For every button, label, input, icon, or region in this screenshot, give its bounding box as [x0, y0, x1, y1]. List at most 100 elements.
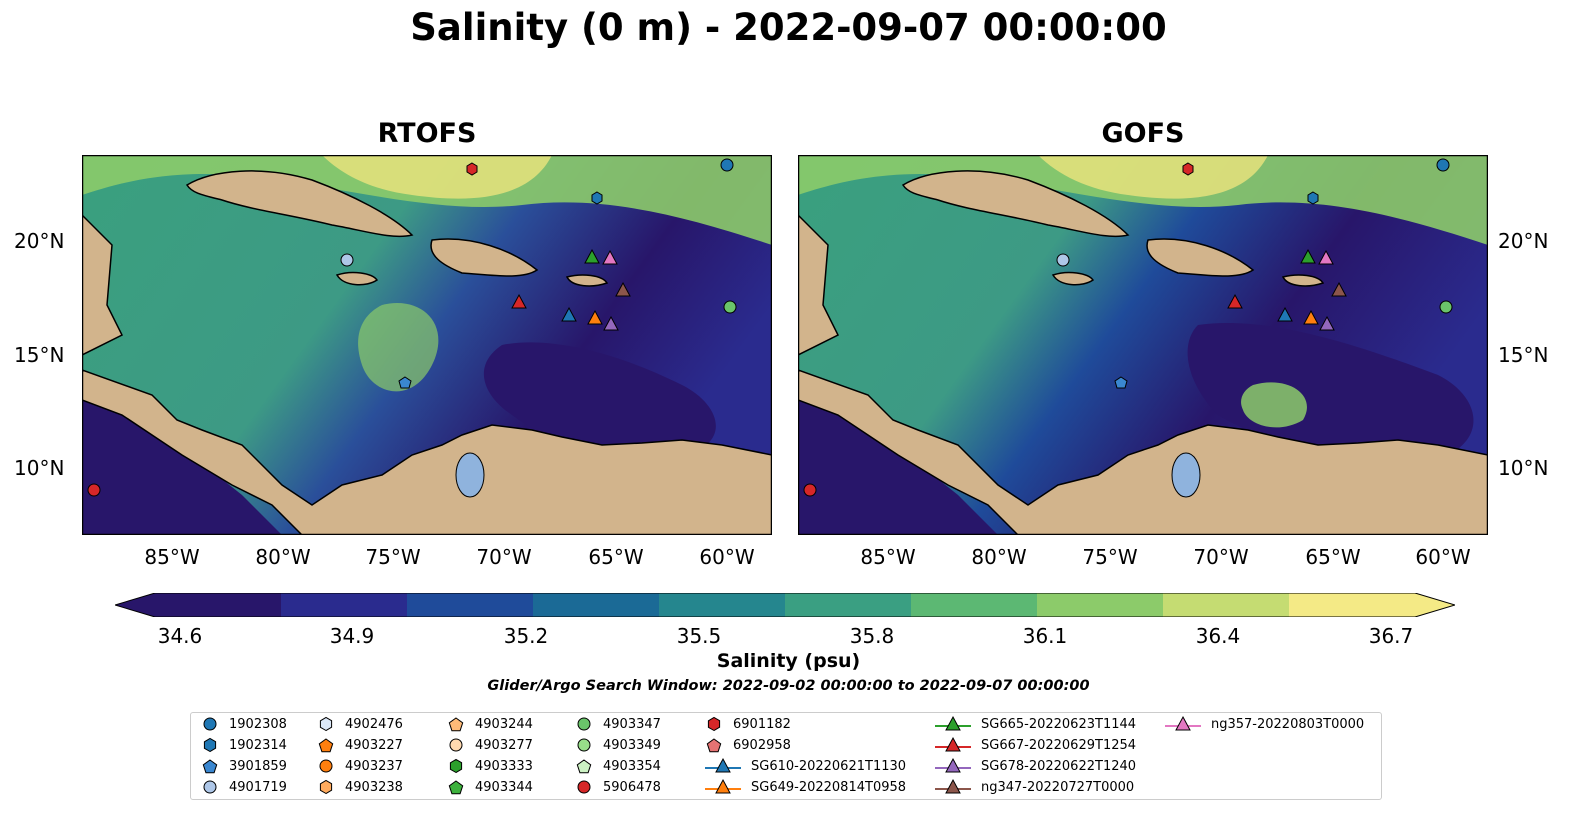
bahamas-bank-high-salinity [322, 155, 552, 199]
legend-label: 4903277 [475, 737, 533, 753]
circle-marker-icon [577, 717, 591, 731]
legend-label: 4903354 [603, 758, 661, 774]
argo-marker-1902314 [591, 191, 603, 205]
glider-marker-icon [935, 757, 971, 773]
argo-marker-1902308 [1436, 158, 1450, 172]
legend-item-sg665-20220623t1144: SG665-20220623T1144 [935, 714, 1136, 734]
glider-marker-icon [935, 778, 971, 794]
legend-label: 4901719 [229, 779, 287, 795]
argo-marker-3901859 [398, 376, 412, 389]
glider-marker-sg667 [511, 293, 527, 309]
colorbar-swatch [155, 593, 282, 617]
legend-item-4903333: 4903333 [447, 756, 533, 776]
colorbar-swatch [1037, 593, 1164, 617]
colorbar-swatch [785, 593, 912, 617]
glider-marker-ng347 [1331, 281, 1347, 297]
glider-marker-ng357 [602, 249, 618, 265]
legend-label: 4903344 [475, 779, 533, 795]
colorbar-tick-36-1: 36.1 [1022, 624, 1068, 648]
legend-label: SG665-20220623T1144 [981, 716, 1137, 732]
cuba-island [901, 170, 1130, 238]
colorbar-tick-36-7: 36.7 [1368, 624, 1414, 648]
puerto-rico-island [1281, 274, 1325, 287]
colorbar-extend-max [1415, 593, 1455, 617]
hexagon-marker-icon [203, 737, 217, 753]
central-caribbean-eddy [358, 303, 439, 392]
argo-marker-1902314 [1307, 191, 1319, 205]
hexagon-marker-icon [449, 758, 463, 774]
glider-marker-sg610 [561, 306, 577, 322]
atlantic-high-salinity [82, 155, 772, 245]
circle-marker-icon [203, 780, 217, 794]
search-window-caption: Glider/Argo Search Window: 2022-09-02 00… [487, 678, 1090, 694]
legend-item-4903238: 4903238 [317, 777, 403, 797]
southeast-eddy [1241, 382, 1307, 428]
lon-label-60w-rtofs: 60°W [699, 545, 755, 569]
legend-item-3901859: 3901859 [201, 756, 287, 776]
colorbar-tick-35-2: 35.2 [503, 624, 549, 648]
argo-marker-3901859 [1114, 376, 1128, 389]
glider-marker-ng357 [1318, 249, 1334, 265]
legend-label: 4903244 [475, 716, 533, 732]
legend-label: ng347-20220727T0000 [981, 779, 1135, 795]
legend: 1902308 1902314 3901859 4901719 4902476 49032… [190, 712, 1382, 800]
colorbar-swatch [659, 593, 786, 617]
legend-item-4901719: 4901719 [201, 777, 287, 797]
lat-label-15n-left: 15°N [14, 343, 65, 367]
lake-maracaibo [455, 452, 485, 498]
circle-marker-icon [203, 717, 217, 731]
legend-label: 4903333 [475, 758, 533, 774]
map-frame [798, 155, 1488, 535]
argo-marker-5906478 [803, 483, 817, 497]
glider-marker-icon [935, 736, 971, 752]
lon-label-70w-gofs: 70°W [1193, 545, 1249, 569]
argo-marker-4901719 [1056, 253, 1070, 267]
colorbar-swatch [533, 593, 660, 617]
circle-marker-icon [577, 738, 591, 752]
pentagon-marker-icon [448, 717, 464, 732]
glider-marker-sg678 [1319, 315, 1335, 331]
legend-item-4903347: 4903347 [575, 714, 661, 734]
glider-marker-sg610 [1277, 306, 1293, 322]
legend-label: SG649-20220814T0958 [751, 779, 907, 795]
legend-label: 4903349 [603, 737, 661, 753]
lon-label-75w-rtofs: 75°W [365, 545, 421, 569]
glider-marker-sg678 [603, 315, 619, 331]
legend-label: 4903238 [345, 779, 403, 795]
legend-label: SG678-20220622T1240 [981, 758, 1137, 774]
legend-label: ng357-20220803T0000 [1211, 716, 1365, 732]
panel-title-rtofs: RTOFS [377, 118, 477, 149]
legend-item-4903244: 4903244 [447, 714, 533, 734]
lake-maracaibo [1171, 452, 1201, 498]
legend-label: 3901859 [229, 758, 287, 774]
legend-label: SG667-20220629T1254 [981, 737, 1137, 753]
colorbar-tick-35-8: 35.8 [849, 624, 895, 648]
lon-label-80w-rtofs: 80°W [255, 545, 311, 569]
lat-label-15n-right: 15°N [1498, 343, 1549, 367]
legend-item-4903354: 4903354 [575, 756, 661, 776]
legend-label: SG610-20220621T1130 [751, 758, 907, 774]
colorbar-swatch [281, 593, 408, 617]
pentagon-marker-icon [318, 738, 334, 753]
jamaica-island [335, 271, 379, 286]
glider-marker-sg649 [1303, 309, 1319, 325]
legend-item-5906478: 5906478 [575, 777, 661, 797]
pentagon-marker-icon [706, 738, 722, 753]
lon-label-65w-gofs: 65°W [1305, 545, 1361, 569]
legend-item-6902958: 6902958 [705, 735, 791, 755]
salinity-colorbar [115, 593, 1455, 617]
legend-label: 5906478 [603, 779, 661, 795]
legend-label: 4902476 [345, 716, 403, 732]
glider-marker-icon [705, 778, 741, 794]
legend-label: 1902308 [229, 716, 287, 732]
glider-marker-sg665 [584, 248, 600, 264]
glider-marker-ng347 [615, 281, 631, 297]
argo-marker-4903347 [1439, 300, 1453, 314]
hexagon-marker-icon [707, 716, 721, 732]
pentagon-marker-icon [448, 780, 464, 795]
legend-item-1902308: 1902308 [201, 714, 287, 734]
glider-marker-sg649 [587, 309, 603, 325]
legend-item-4903277: 4903277 [447, 735, 533, 755]
lat-label-20n-left: 20°N [14, 229, 65, 253]
argo-marker-4901719 [340, 253, 354, 267]
